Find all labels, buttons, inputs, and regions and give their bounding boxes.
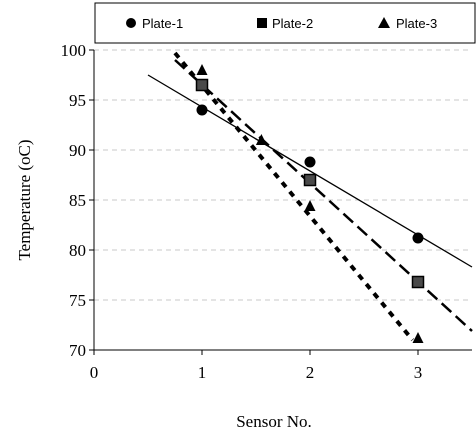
point-series-1-2 xyxy=(304,156,316,168)
point-series-3-4 xyxy=(412,332,424,343)
x-tick-label-2: 2 xyxy=(306,363,315,382)
point-series-1-1 xyxy=(196,104,208,116)
x-tick-label-0: 0 xyxy=(90,363,99,382)
y-tick-label-75: 75 xyxy=(69,291,86,310)
legend-marker-plate-2 xyxy=(257,18,267,28)
point-series-3-1 xyxy=(196,64,208,75)
legend-label-plate-3: Plate-3 xyxy=(396,16,437,31)
x-tick-label-1: 1 xyxy=(198,363,207,382)
trendline-series-3 xyxy=(173,51,415,342)
y-tick-label-100: 100 xyxy=(61,41,87,60)
point-series-3-2 xyxy=(255,134,267,145)
legend-marker-plate-3 xyxy=(378,17,390,28)
point-series-2-1 xyxy=(195,78,209,92)
tick-labels: 70 75 80 85 90 95 100 0 1 2 3 xyxy=(61,41,423,382)
point-series-1-3 xyxy=(412,232,424,244)
data-points xyxy=(195,64,425,343)
point-series-2-2 xyxy=(303,173,317,187)
y-tick-label-80: 80 xyxy=(69,241,86,260)
legend-label-plate-1: Plate-1 xyxy=(142,16,183,31)
x-tick-label-3: 3 xyxy=(414,363,423,382)
axes xyxy=(89,49,472,355)
x-axis-title: Sensor No. xyxy=(236,412,312,431)
legend-marker-plate-1 xyxy=(126,18,136,28)
legend-box xyxy=(94,2,476,44)
y-tick-label-95: 95 xyxy=(69,91,86,110)
trendline-series-2 xyxy=(174,59,473,332)
point-series-3-3 xyxy=(304,200,316,211)
y-tick-label-70: 70 xyxy=(69,341,86,360)
y-tick-label-85: 85 xyxy=(69,191,86,210)
y-tick-label-90: 90 xyxy=(69,141,86,160)
gridlines xyxy=(94,49,472,301)
legend: Plate-1 Plate-2 Plate-3 xyxy=(94,2,476,44)
point-series-2-3 xyxy=(411,275,425,289)
legend-label-plate-2: Plate-2 xyxy=(272,16,313,31)
trendlines xyxy=(147,51,473,342)
y-axis-title: Temperature (oC) xyxy=(15,139,34,260)
